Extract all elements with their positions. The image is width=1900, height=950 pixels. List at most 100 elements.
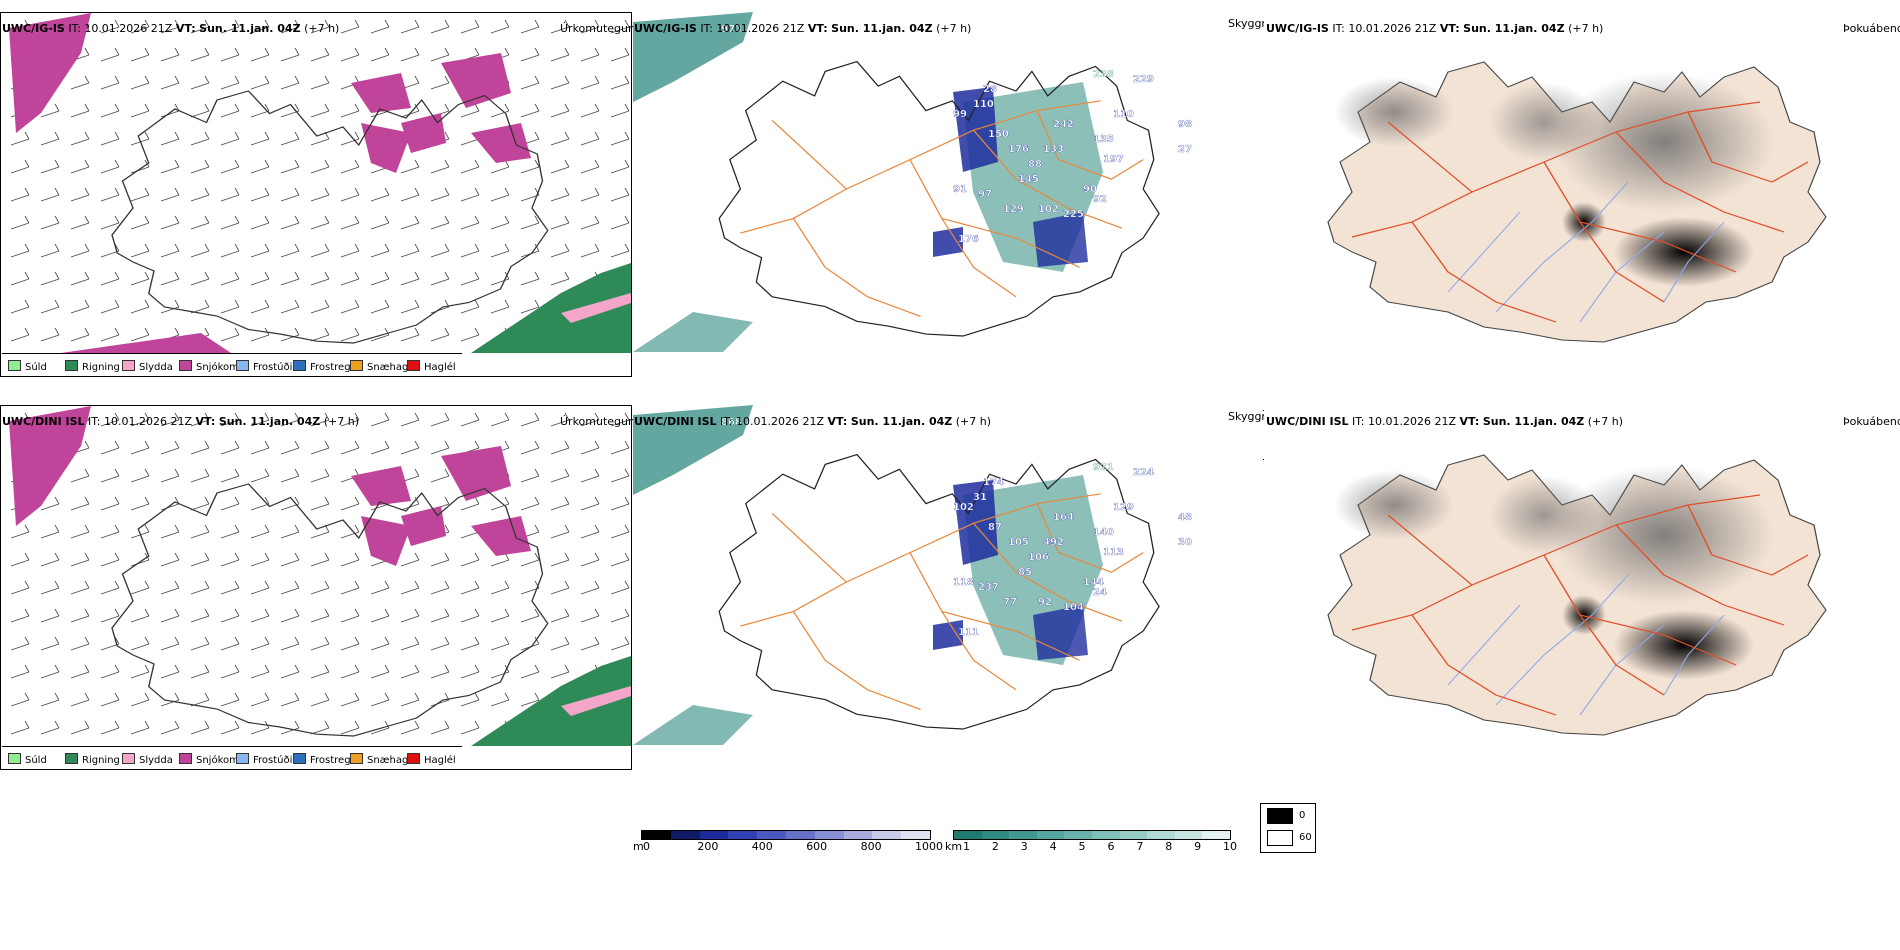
scale-tick: 800 xyxy=(860,840,882,853)
low-cloud-area xyxy=(933,620,963,650)
scale-tick: 400 xyxy=(751,840,773,853)
legend-label: Slydda xyxy=(139,755,173,766)
legend-swatch xyxy=(179,360,192,371)
iceland-outline xyxy=(718,453,1160,730)
legend-item: Rigning xyxy=(65,360,120,373)
iceland-outline xyxy=(111,90,549,344)
fog-title: Þokuábendi xyxy=(1843,22,1900,35)
legend-swatch xyxy=(122,753,135,764)
precip-legend: Súld Rigning Slydda Snjókoma Frostúði Frostre… xyxy=(2,746,462,769)
panel-header: UWC/DINI ISL IT: 10.01.2026 21Z VT: Sun.… xyxy=(1266,415,1624,428)
road-network xyxy=(1351,101,1809,323)
legend-label: Snæhagl xyxy=(367,362,412,373)
legend-label: Slydda xyxy=(139,362,173,373)
legend-item: Snæhagl xyxy=(350,753,411,766)
legend-label: Rigning xyxy=(82,362,120,373)
cloud-base-label: 28 xyxy=(983,84,997,95)
legend-swatch xyxy=(65,360,78,371)
precip-map xyxy=(1,406,631,746)
low-cloud-area xyxy=(1033,212,1088,267)
fog-swatch xyxy=(1267,830,1293,846)
cloud-base-label: 113 xyxy=(1103,547,1124,558)
visibility-area xyxy=(633,405,753,495)
cloud-base-label: 144 xyxy=(1083,577,1104,588)
cloud-base-label: 85 xyxy=(1018,567,1032,578)
cloud-base-label: 229 xyxy=(1133,74,1154,85)
legend-item: Súld xyxy=(8,360,47,373)
precip-panel: Súld Rigning Slydda Snjókoma Frostúði Frostre… xyxy=(0,405,632,770)
cloud-base-label: 90 xyxy=(1083,184,1097,195)
cloud-title: Skyggni xyxy=(1228,17,1272,30)
cloud-base-label: 129 xyxy=(1113,502,1134,513)
cloud-base-label: 176 xyxy=(958,234,979,245)
cloud-base-label: 97 xyxy=(978,189,992,200)
snow-area xyxy=(361,516,411,566)
fog-grey-area xyxy=(1489,475,1599,555)
panel-header: UWC/DINI ISL IT: 10.01.2026 21Z VT: Sun.… xyxy=(2,415,360,428)
legend-item: Rigning xyxy=(65,753,120,766)
legend-item: Súld xyxy=(8,753,47,766)
cloud-base-label: 87 xyxy=(988,522,1002,533)
visibility-area xyxy=(633,312,753,352)
cloud-base-label: 492 xyxy=(1043,537,1064,548)
precip-title: Úrkomutegund xyxy=(560,22,642,35)
iceland-outline xyxy=(718,60,1160,337)
legend-item: Slydda xyxy=(122,360,173,373)
legend-label: Haglél xyxy=(424,755,456,766)
legend-item: Snjókoma xyxy=(179,360,245,373)
fog-legend: 0 60 xyxy=(1260,803,1316,853)
legend-label: Frostúði xyxy=(253,755,293,766)
legend-label: Frostregn xyxy=(310,362,357,373)
snow-area xyxy=(471,123,531,163)
snow-area xyxy=(401,113,446,153)
cloud-panel: 868 921 224 31 102 87 105 164 492 106 140 113 85 118 2… xyxy=(633,405,1263,770)
fog-grey-area xyxy=(1334,470,1454,540)
cloud-base-label: 110 xyxy=(1113,109,1134,120)
cloud-base-label: 242 xyxy=(1053,119,1074,130)
scale-tick: 6 xyxy=(1107,840,1115,853)
cloud-base-label: 197 xyxy=(1103,154,1124,165)
sleet-area xyxy=(561,293,631,323)
snow-area xyxy=(351,466,411,506)
cloud-title: Skyggni xyxy=(1228,410,1272,423)
legend-label: Snæhagl xyxy=(367,755,412,766)
cloud-base-label: 91 xyxy=(953,184,967,195)
cloud-base-label: 921 xyxy=(1093,462,1114,473)
fog-panel xyxy=(1264,405,1900,770)
sleet-area xyxy=(561,686,631,716)
fog-grey-area xyxy=(1554,72,1774,212)
panel-header: UWC/IG-IS IT: 10.01.2026 21Z VT: Sun. 11… xyxy=(634,22,972,35)
cloud-base-label: 140 xyxy=(1093,527,1114,538)
legend-swatch xyxy=(179,753,192,764)
cloud-base-label: 30 xyxy=(1178,537,1192,548)
scale-tick: 4 xyxy=(1049,840,1057,853)
snow-area xyxy=(441,446,511,501)
fog-tick: 0 xyxy=(1299,810,1306,821)
rain-area xyxy=(471,656,631,746)
fog-grey-area xyxy=(1489,82,1599,162)
cloud-base-label: 973 xyxy=(721,24,742,35)
legend-label: Frostregn xyxy=(310,755,357,766)
scale-tick: 1000 xyxy=(915,840,943,853)
fog-tick: 60 xyxy=(1299,832,1312,843)
legend-item: Frostúði xyxy=(236,360,292,373)
legend-swatch xyxy=(407,360,420,371)
cloud-base-label: 164 xyxy=(1053,512,1074,523)
fog-map xyxy=(1264,405,1900,745)
fog-dark-area xyxy=(1562,202,1606,242)
legend-item: Frostregn xyxy=(293,360,357,373)
cloud-base-label: 224 xyxy=(1133,467,1154,478)
fog-grey-area xyxy=(1554,465,1774,605)
legend-item: Slydda xyxy=(122,753,173,766)
scale-tick: 2 xyxy=(991,840,999,853)
cloud-base-label: 92 xyxy=(1093,194,1107,205)
snow-area xyxy=(9,406,91,526)
legend-label: Súld xyxy=(25,755,47,766)
scale-tick: 8 xyxy=(1165,840,1173,853)
legend-item: Frostúði xyxy=(236,753,292,766)
cloud-base-label: 102 xyxy=(953,502,974,513)
cloud-base-label: 133 xyxy=(1043,144,1064,155)
